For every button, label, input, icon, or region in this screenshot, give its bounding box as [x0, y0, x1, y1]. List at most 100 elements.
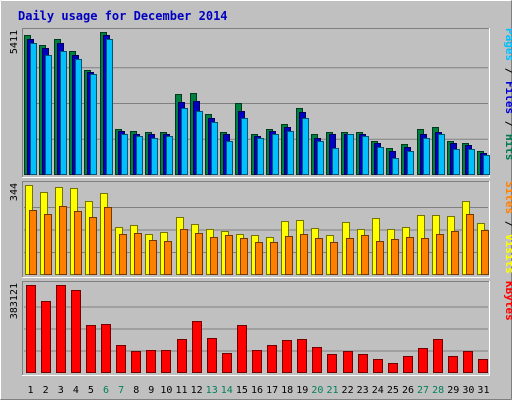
- bar-kbytes-day-9: [146, 350, 156, 373]
- x-tick-label: 13: [206, 385, 218, 396]
- bar-pages-day-6: [106, 39, 113, 175]
- series-pages: [30, 39, 490, 175]
- bar-pages-day-2: [45, 55, 52, 175]
- x-tick-label: 14: [221, 385, 233, 396]
- bar-pages-day-13: [211, 122, 218, 175]
- bar-sites-day-28: [436, 234, 444, 275]
- bar-kbytes-day-1: [26, 285, 36, 373]
- legend-entry: /: [503, 214, 512, 234]
- bar-sites-day-19: [300, 234, 308, 275]
- x-tick-label: 24: [372, 385, 384, 396]
- bar-kbytes-day-25: [388, 363, 398, 373]
- x-tick-label: 23: [357, 385, 369, 396]
- bar-pages-day-16: [257, 138, 264, 175]
- panel-legend: KBytes: [503, 281, 512, 321]
- x-tick-label: 21: [326, 385, 338, 396]
- bar-pages-day-9: [151, 138, 158, 175]
- x-tick-label: 6: [103, 385, 109, 396]
- legend-entry: Hits: [503, 134, 512, 161]
- legend-entry: Files: [503, 81, 512, 114]
- x-tick-label: 26: [402, 385, 414, 396]
- x-tick-label: 27: [417, 385, 429, 396]
- x-tick-label: 22: [342, 385, 354, 396]
- x-tick-label: 12: [191, 385, 203, 396]
- legend-entry: KBytes: [503, 281, 512, 321]
- legend-entry: /: [503, 61, 512, 81]
- bar-kbytes-day-30: [463, 351, 473, 373]
- bar-sites-day-16: [255, 242, 263, 275]
- bar-kbytes-day-31: [478, 359, 488, 373]
- bar-kbytes-day-18: [282, 340, 292, 373]
- bar-sites-day-29: [451, 231, 459, 275]
- bar-pages-day-14: [226, 141, 233, 175]
- bar-kbytes-day-24: [373, 359, 383, 373]
- bar-kbytes-day-28: [433, 339, 443, 373]
- bar-sites-day-9: [149, 240, 157, 275]
- bar-pages-day-28: [438, 134, 445, 175]
- bar-sites-day-31: [481, 230, 489, 275]
- bar-sites-day-6: [104, 207, 112, 275]
- x-tick-label: 19: [296, 385, 308, 396]
- x-tick-label: 10: [160, 385, 172, 396]
- x-tick-label: 9: [148, 385, 154, 396]
- bar-pages-day-11: [181, 108, 188, 175]
- legend-entry: Visits: [503, 234, 512, 274]
- bar-sites-day-2: [44, 214, 52, 275]
- bar-kbytes-day-7: [116, 345, 126, 373]
- bar-pages-day-18: [287, 131, 294, 175]
- bar-sites-day-23: [361, 235, 369, 275]
- bar-pages-day-20: [317, 141, 324, 175]
- bar-kbytes-day-13: [207, 338, 217, 373]
- bar-sites-day-24: [376, 241, 384, 275]
- bar-kbytes-day-5: [86, 325, 96, 373]
- bar-pages-day-27: [423, 138, 430, 175]
- x-axis-labels: 1 2 3 4 5 6 7 8 9 10 11 12 13 14 15 16 17 18 19 20 21 22 23 24 2…: [28, 385, 490, 396]
- series-sites: [29, 206, 489, 275]
- bar-pages-day-15: [241, 118, 248, 175]
- bar-pages-day-12: [196, 111, 203, 175]
- x-tick-label: 29: [447, 385, 459, 396]
- bar-sites-day-4: [74, 211, 82, 275]
- bar-pages-day-17: [272, 134, 279, 175]
- bar-sites-day-3: [59, 206, 67, 275]
- bar-sites-day-30: [466, 214, 474, 275]
- panels-layer: 5411 Pages / Files / Hits 344 Sites / Visit…: [9, 28, 512, 376]
- x-tick-label: 11: [175, 385, 187, 396]
- x-tick-label: 15: [236, 385, 248, 396]
- panel-bottom: 383121 KBytes: [9, 281, 512, 376]
- bar-kbytes-day-29: [448, 356, 458, 373]
- bar-kbytes-day-4: [71, 290, 81, 373]
- bar-sites-day-12: [195, 233, 203, 275]
- bar-pages-day-1: [30, 43, 37, 175]
- x-tick-label: 5: [88, 385, 94, 396]
- bar-kbytes-day-2: [41, 301, 51, 373]
- bar-sites-day-25: [391, 239, 399, 275]
- panel-middle: 344 Sites / Visits: [9, 181, 512, 278]
- bar-kbytes-day-14: [222, 353, 232, 373]
- bar-sites-day-10: [164, 241, 172, 275]
- bar-pages-day-21: [332, 148, 339, 175]
- bar-pages-day-30: [468, 149, 475, 175]
- bar-pages-day-3: [60, 51, 67, 175]
- bar-pages-day-22: [347, 134, 354, 175]
- panel-legend: Pages / Files / Hits: [503, 28, 512, 161]
- bar-kbytes-day-8: [131, 351, 141, 373]
- x-tick-label: 17: [266, 385, 278, 396]
- x-tick-label: 25: [387, 385, 399, 396]
- bar-pages-day-29: [453, 149, 460, 175]
- bar-kbytes-day-3: [56, 285, 66, 373]
- bar-kbytes-day-26: [403, 356, 413, 373]
- bar-sites-day-15: [240, 238, 248, 275]
- chart-title: Daily usage for December 2014: [18, 9, 228, 23]
- panel-legend: Sites / Visits: [503, 181, 512, 274]
- legend-entry: /: [503, 114, 512, 134]
- bar-pages-day-4: [75, 59, 82, 175]
- bar-pages-day-8: [136, 136, 143, 175]
- bar-sites-day-27: [421, 238, 429, 275]
- bar-pages-day-19: [302, 118, 309, 175]
- bar-pages-day-7: [121, 134, 128, 175]
- bar-sites-day-5: [89, 217, 97, 275]
- x-tick-label: 2: [43, 385, 49, 396]
- bar-sites-day-13: [210, 237, 218, 275]
